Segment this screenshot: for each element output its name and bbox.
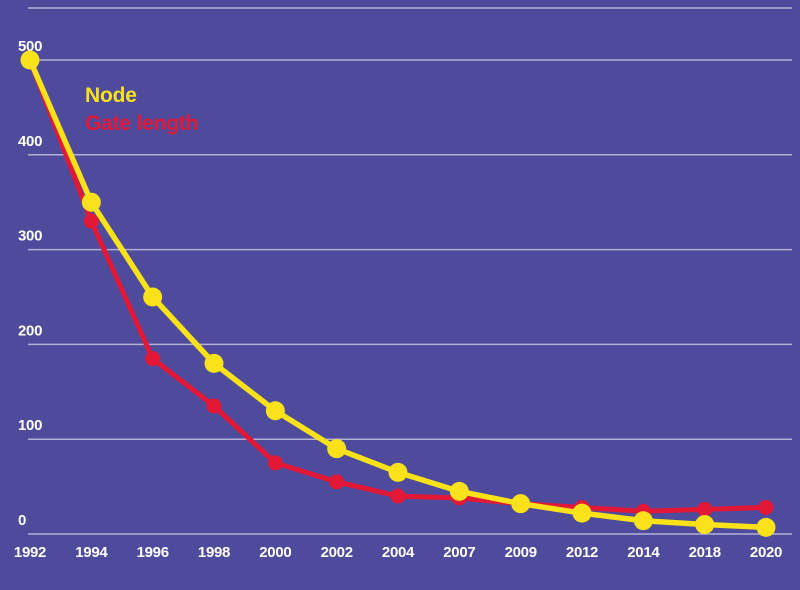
- data-point-node: [265, 401, 285, 421]
- y-tick-label: 0: [18, 512, 26, 529]
- data-point-node: [756, 517, 776, 537]
- data-point-gate-length: [390, 488, 406, 504]
- series-line-node: [27, 57, 769, 531]
- x-tick-label: 1998: [198, 544, 230, 561]
- x-tick-label: 1996: [137, 544, 169, 561]
- data-point-gate-length: [697, 501, 713, 517]
- data-point-node: [20, 50, 40, 70]
- data-point-node: [695, 515, 715, 535]
- data-point-node: [81, 192, 101, 212]
- x-tick-label: 2020: [750, 544, 782, 561]
- x-tick-label: 2012: [566, 544, 598, 561]
- x-tick-label: 2014: [627, 544, 660, 561]
- data-point-node: [327, 439, 347, 459]
- data-point-node: [511, 494, 531, 514]
- data-point-node: [572, 503, 592, 523]
- x-tick-label: 2004: [382, 544, 415, 561]
- data-point-node: [204, 353, 224, 373]
- y-tick-label: 100: [18, 417, 42, 434]
- data-point-node: [143, 287, 163, 307]
- y-tick-label: 400: [18, 133, 42, 150]
- data-point-gate-length: [83, 213, 99, 229]
- x-tick-label: 1994: [75, 544, 108, 561]
- data-point-gate-length: [267, 455, 283, 471]
- x-tick-label: 2018: [689, 544, 721, 561]
- data-point-gate-length: [758, 499, 774, 515]
- y-tick-label: 300: [18, 228, 42, 245]
- data-point-node: [633, 511, 653, 531]
- x-tick-label: 2009: [505, 544, 537, 561]
- x-tick-label: 1992: [14, 544, 46, 561]
- x-tick-label: 2007: [443, 544, 475, 561]
- data-point-node: [388, 462, 408, 482]
- y-tick-label: 500: [18, 38, 42, 55]
- x-tick-label: 2002: [321, 544, 353, 561]
- data-point-gate-length: [145, 351, 161, 367]
- data-point-gate-length: [329, 474, 345, 490]
- y-tick-label: 200: [18, 322, 42, 339]
- data-point-gate-length: [206, 398, 222, 414]
- data-point-node: [449, 481, 469, 501]
- x-tick-label: 2000: [259, 544, 291, 561]
- series-line-gate-length: [27, 57, 769, 514]
